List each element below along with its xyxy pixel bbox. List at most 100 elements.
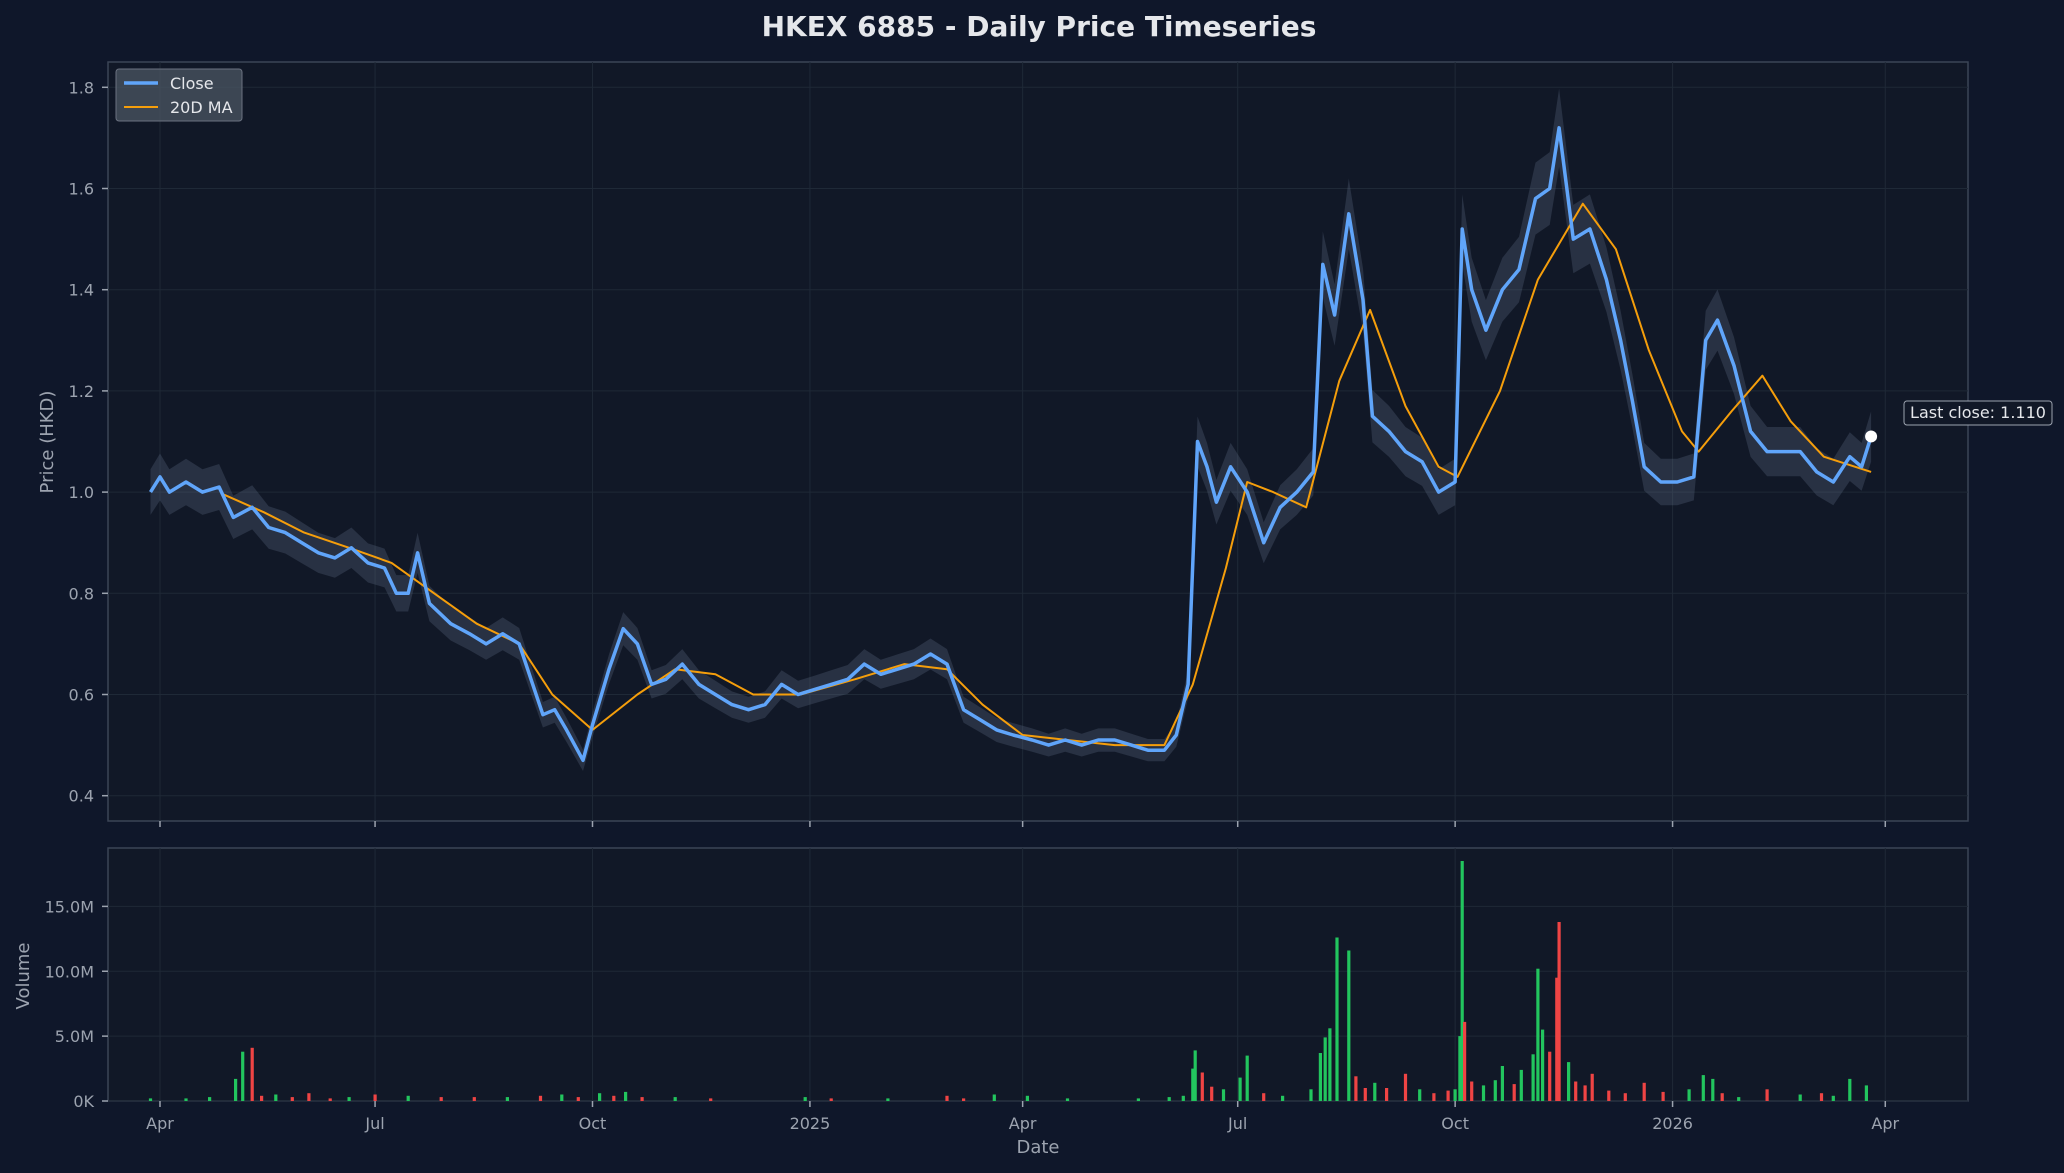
price-y-tick-label: 0.8 bbox=[69, 584, 94, 603]
last-close-marker bbox=[1865, 430, 1878, 443]
last-close-box bbox=[1903, 400, 2053, 426]
price-plot-area bbox=[107, 61, 1969, 822]
volume-bar bbox=[1819, 1093, 1824, 1101]
volume-bar bbox=[1574, 1081, 1578, 1101]
volume-bar bbox=[1798, 1094, 1802, 1101]
volume-bar bbox=[992, 1094, 996, 1101]
volume-bar bbox=[1318, 1053, 1322, 1101]
last-close-annotation: Last close: 1.110 bbox=[1903, 400, 2053, 426]
last-close-label: Last close: 1.110 bbox=[1910, 403, 2046, 422]
volume-bar bbox=[1661, 1091, 1665, 1101]
price-y-tick-label: 1.2 bbox=[69, 382, 94, 401]
volume-bar bbox=[1238, 1077, 1242, 1101]
volume-bar bbox=[1136, 1098, 1140, 1101]
volume-bar bbox=[624, 1091, 628, 1101]
volume-bar bbox=[373, 1094, 377, 1101]
price-y-tick-label: 1.6 bbox=[69, 180, 94, 199]
x-tick-label: Apr bbox=[146, 1114, 174, 1133]
price-gridlines bbox=[108, 62, 1968, 821]
volume-bar bbox=[1347, 950, 1351, 1101]
volume-bar bbox=[1354, 1076, 1358, 1101]
volume-bar bbox=[1470, 1081, 1474, 1101]
volume-bar bbox=[1687, 1089, 1691, 1101]
volume-bar bbox=[439, 1097, 443, 1101]
volume-bar bbox=[612, 1095, 616, 1101]
volume-bar bbox=[709, 1098, 713, 1101]
x-tick-label: 2026 bbox=[1652, 1114, 1693, 1133]
volume-bar bbox=[1460, 861, 1464, 1101]
volume-bar bbox=[560, 1094, 564, 1101]
volume-bar bbox=[148, 1098, 153, 1101]
volume-bar bbox=[1323, 1037, 1327, 1101]
volume-bar bbox=[1262, 1093, 1266, 1101]
volume-gridlines bbox=[108, 848, 1968, 1102]
volume-bar bbox=[1065, 1098, 1070, 1101]
volume-bar bbox=[1403, 1073, 1408, 1101]
x-tick-label: Oct bbox=[1441, 1114, 1469, 1133]
volume-bar bbox=[576, 1097, 580, 1101]
volume-bar bbox=[1512, 1084, 1516, 1101]
price-series-lines bbox=[149, 126, 1878, 763]
volume-bar bbox=[673, 1097, 677, 1101]
volume-bar bbox=[1590, 1073, 1594, 1101]
price-y-tick-label: 0.6 bbox=[69, 686, 94, 705]
volume-bar bbox=[290, 1097, 294, 1101]
legend-ma-label: 20D MA bbox=[170, 98, 233, 117]
volume-bar bbox=[1025, 1095, 1029, 1101]
price-y-tick-label: 1.4 bbox=[69, 281, 94, 300]
volume-bar bbox=[1711, 1078, 1715, 1101]
volume-bar bbox=[1864, 1085, 1868, 1101]
volume-plot-area bbox=[107, 847, 1969, 1102]
volume-bar bbox=[1583, 1085, 1587, 1101]
volume-bar bbox=[1281, 1095, 1285, 1101]
volume-bar bbox=[1363, 1088, 1367, 1101]
price-x-tick-marks bbox=[159, 821, 1887, 827]
x-tick-label: Apr bbox=[1871, 1114, 1899, 1133]
x-tick-label: 2025 bbox=[790, 1114, 831, 1133]
legend: Close 20D MA bbox=[115, 68, 243, 122]
x-tick-label: Apr bbox=[1009, 1114, 1037, 1133]
volume-bar bbox=[307, 1093, 311, 1101]
volume-bars bbox=[148, 861, 1868, 1101]
volume-bar bbox=[1191, 1068, 1195, 1101]
volume-bar bbox=[1555, 977, 1559, 1101]
price-y-tick-label: 1.0 bbox=[69, 483, 94, 502]
volume-bar bbox=[1831, 1095, 1835, 1101]
volume-bar bbox=[1245, 1055, 1249, 1101]
volume-bar bbox=[241, 1051, 245, 1101]
x-tick-label: Jul bbox=[364, 1114, 384, 1133]
volume-bar bbox=[886, 1098, 890, 1101]
ma20-line bbox=[223, 202, 1872, 747]
volume-bar bbox=[1221, 1089, 1226, 1101]
volume-bar bbox=[1463, 1021, 1467, 1101]
volume-bar bbox=[1701, 1075, 1705, 1101]
volume-y-axis-label: Volume bbox=[13, 943, 34, 1010]
volume-bar bbox=[1446, 1090, 1450, 1101]
volume-bar bbox=[406, 1095, 410, 1101]
volume-bar bbox=[945, 1095, 949, 1101]
volume-bar bbox=[208, 1097, 212, 1101]
volume-bar bbox=[1418, 1089, 1422, 1101]
volume-bar bbox=[1531, 1054, 1535, 1101]
volume-bar bbox=[260, 1095, 264, 1101]
volume-y-tick-label: 0K bbox=[73, 1092, 94, 1111]
volume-bar bbox=[1309, 1089, 1313, 1101]
volume-bar bbox=[274, 1094, 278, 1101]
volume-bar bbox=[1493, 1080, 1497, 1101]
volume-y-tick-label: 15.0M bbox=[45, 897, 94, 916]
x-axis-label: Date bbox=[1016, 1137, 1059, 1158]
volume-bar bbox=[1458, 1036, 1462, 1101]
volume-bar bbox=[1848, 1078, 1852, 1101]
volume-bar bbox=[962, 1098, 966, 1101]
volume-bar bbox=[1607, 1090, 1611, 1101]
price-y-axis-label: Price (HKD) bbox=[37, 391, 58, 494]
volume-bar bbox=[1541, 1029, 1545, 1101]
volume-bar bbox=[328, 1098, 332, 1101]
volume-bar bbox=[1536, 968, 1540, 1101]
volume-bar bbox=[1328, 1028, 1332, 1101]
volume-bar bbox=[1642, 1082, 1646, 1101]
volume-bar bbox=[1210, 1086, 1214, 1101]
volume-bar bbox=[1481, 1085, 1486, 1101]
volume-y-tick-label: 5.0M bbox=[55, 1027, 94, 1046]
